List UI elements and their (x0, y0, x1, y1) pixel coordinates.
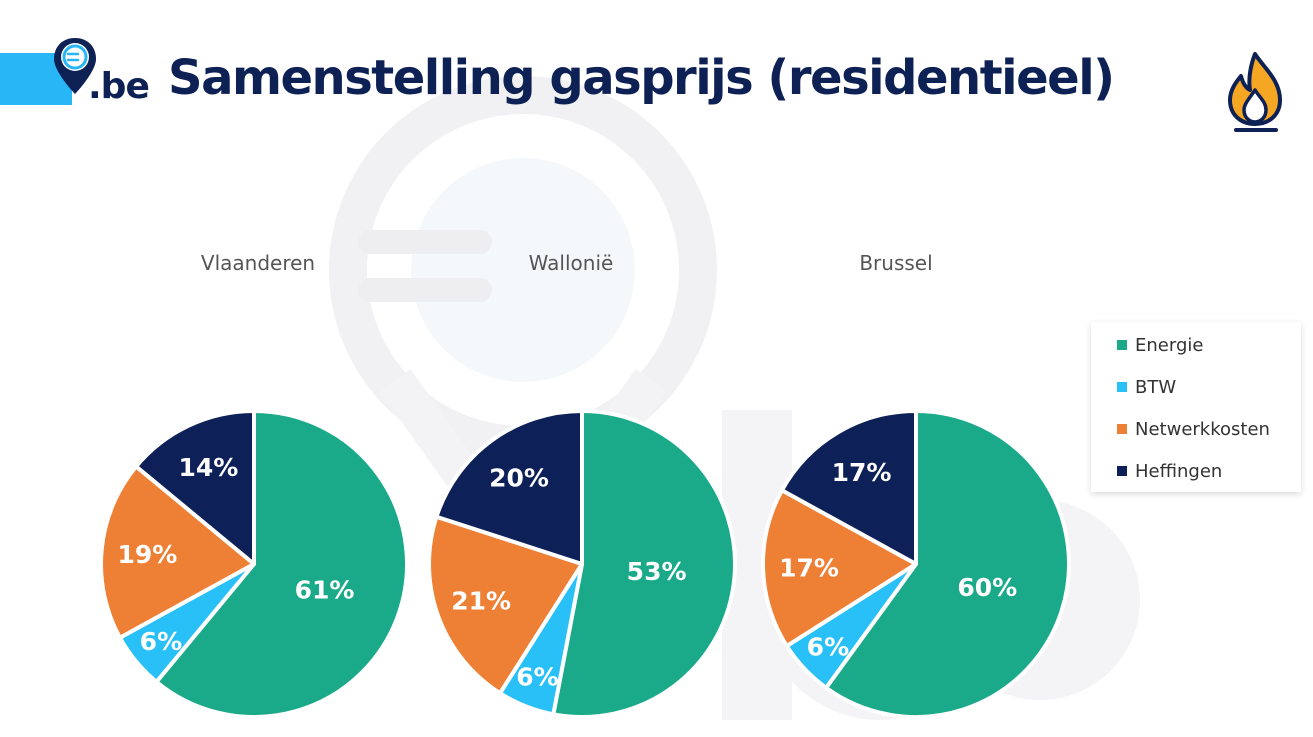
page-title: Samenstelling gasprijs (residentieel) (168, 50, 1115, 106)
data-label-brussel-netwerkkosten: 17% (779, 553, 839, 582)
chart-title-vlaanderen: Vlaanderen (201, 251, 315, 275)
legend-item-btw: BTW (1117, 376, 1176, 398)
data-label-wallonie-heffingen: 20% (489, 463, 549, 492)
pie-slice-brussel-netwerkkosten (761, 488, 918, 648)
logo-pin-icon (54, 38, 96, 94)
legend-label: Netwerkkosten (1135, 418, 1270, 440)
data-label-brussel-heffingen: 17% (832, 458, 892, 487)
data-label-brussel-btw: 6% (807, 633, 849, 662)
legend-swatch (1117, 340, 1127, 350)
chart-title-brussel: Brussel (859, 251, 932, 275)
data-label-vlaanderen-btw: 6% (140, 627, 182, 656)
pie-slice-wallonie-heffingen (434, 409, 584, 566)
legend-swatch (1117, 466, 1127, 476)
pie-slice-brussel-heffingen (779, 409, 918, 566)
data-label-vlaanderen-heffingen: 14% (178, 453, 238, 482)
pie-slice-wallonie-netwerkkosten (427, 514, 584, 696)
legend-label: Heffingen (1135, 460, 1223, 482)
flame-icon (1228, 52, 1282, 132)
data-label-wallonie-energie: 53% (627, 557, 687, 586)
legend-item-energie: Energie (1117, 334, 1203, 356)
brand-logo: .be (0, 32, 150, 112)
legend-item-netwerkkosten: Netwerkkosten (1117, 418, 1270, 440)
legend-label: BTW (1135, 376, 1177, 398)
data-label-wallonie-btw: 6% (516, 662, 558, 691)
data-label-vlaanderen-energie: 61% (295, 575, 355, 604)
pie-slice-vlaanderen-heffingen (134, 409, 256, 566)
pie-slice-wallonie-energie (551, 409, 737, 719)
logo-text: .be (88, 66, 150, 107)
pie-slice-brussel-energie (824, 409, 1071, 719)
pie-slice-vlaanderen-netwerkkosten (99, 464, 256, 640)
legend-label: Energie (1135, 334, 1204, 356)
data-label-wallonie-netwerkkosten: 21% (451, 586, 511, 615)
legend-swatch (1117, 424, 1127, 434)
legend-swatch (1117, 382, 1127, 392)
chart-title-wallonie: Wallonië (529, 251, 614, 275)
data-label-vlaanderen-netwerkkosten: 19% (117, 540, 177, 569)
chart-legend: Energie BTW Netwerkkosten Heffingen (1091, 322, 1301, 492)
pie-slice-vlaanderen-energie (154, 409, 409, 719)
data-label-brussel-energie: 60% (957, 573, 1017, 602)
legend-item-heffingen: Heffingen (1117, 460, 1222, 482)
